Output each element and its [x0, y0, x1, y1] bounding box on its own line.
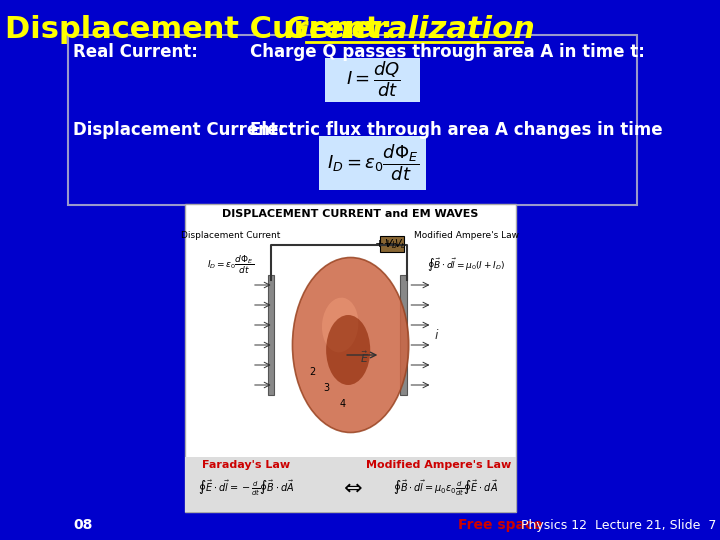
Text: $V_b$: $V_b$: [394, 237, 407, 251]
Text: Modified Ampere's Law: Modified Ampere's Law: [366, 460, 511, 470]
Text: $I_D = \varepsilon_0 \dfrac{d\Phi_E}{dt}$: $I_D = \varepsilon_0 \dfrac{d\Phi_E}{dt}…: [207, 254, 254, 276]
Ellipse shape: [326, 315, 370, 385]
FancyBboxPatch shape: [185, 204, 516, 512]
Text: Electric flux through area A changes in time: Electric flux through area A changes in …: [250, 121, 662, 139]
Text: $\Leftrightarrow$: $\Leftrightarrow$: [338, 478, 363, 498]
Ellipse shape: [322, 298, 359, 353]
Text: $\vec{E}$: $\vec{E}$: [360, 349, 369, 365]
Text: $I = \dfrac{dQ}{dt}$: $I = \dfrac{dQ}{dt}$: [346, 59, 400, 99]
Text: 3: 3: [323, 383, 330, 393]
Text: Displacement Current:: Displacement Current:: [5, 16, 403, 44]
Text: $\oint \vec{E}\cdot d\vec{l} = -\frac{d}{dt}\oint \vec{B}\cdot d\vec{A}$: $\oint \vec{E}\cdot d\vec{l} = -\frac{d}…: [198, 478, 294, 498]
Text: DISPLACEMENT CURRENT and EM WAVES: DISPLACEMENT CURRENT and EM WAVES: [222, 209, 479, 219]
Ellipse shape: [292, 258, 409, 433]
Text: +: +: [374, 239, 384, 249]
Text: Physics 12  Lecture 21, Slide  7: Physics 12 Lecture 21, Slide 7: [521, 518, 716, 531]
Text: Displacement Current:: Displacement Current:: [73, 121, 284, 139]
Text: 2: 2: [309, 367, 315, 377]
FancyBboxPatch shape: [68, 35, 637, 205]
Text: $I_D = \varepsilon_0 \dfrac{d\Phi_E}{dt}$: $I_D = \varepsilon_0 \dfrac{d\Phi_E}{dt}…: [327, 143, 419, 183]
Text: $i$: $i$: [433, 328, 439, 342]
Text: Free space: Free space: [458, 518, 543, 532]
FancyBboxPatch shape: [318, 136, 426, 190]
Text: +: +: [382, 239, 391, 249]
Text: Faraday's Law: Faraday's Law: [202, 460, 290, 470]
Bar: [380, 236, 405, 252]
Bar: [400, 275, 407, 395]
Bar: [185, 457, 516, 512]
Text: Charge Q passes through area A in time t:: Charge Q passes through area A in time t…: [250, 43, 644, 61]
FancyBboxPatch shape: [325, 58, 420, 102]
Text: $\oint \vec{B}\cdot d\vec{l} = \mu_0(I + I_D)$: $\oint \vec{B}\cdot d\vec{l} = \mu_0(I +…: [427, 256, 505, 273]
Text: Generalization: Generalization: [284, 16, 536, 44]
Text: Displacement Current: Displacement Current: [181, 232, 280, 240]
Text: 4: 4: [340, 399, 346, 409]
Text: $V_b$: $V_b$: [384, 237, 398, 251]
Text: $\oint \vec{B}\cdot d\vec{l} = \mu_0\varepsilon_0\frac{d}{dt}\oint \vec{E}\cdot : $\oint \vec{B}\cdot d\vec{l} = \mu_0\var…: [392, 478, 498, 498]
Text: Real Current:: Real Current:: [73, 43, 198, 61]
Text: Modified Ampere's Law: Modified Ampere's Law: [413, 232, 518, 240]
Text: 08: 08: [73, 518, 92, 532]
Bar: [268, 275, 274, 395]
